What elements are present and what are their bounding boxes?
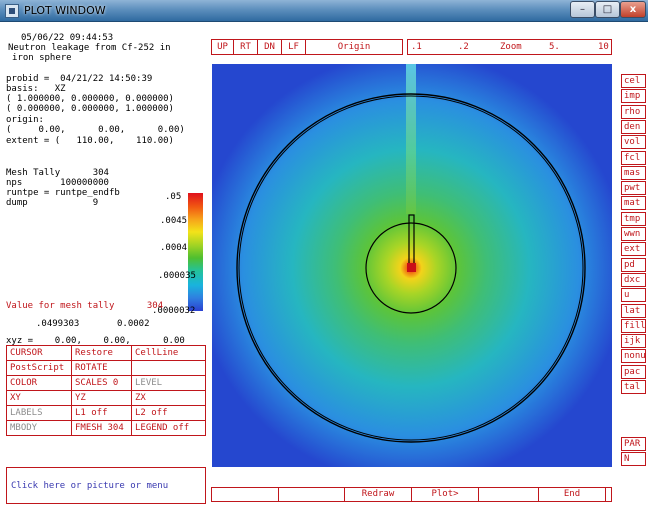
app-icon[interactable] (5, 4, 19, 18)
level-button[interactable]: LEVEL (131, 375, 206, 391)
window-title: PLOT WINDOW (24, 4, 106, 17)
colorbar-label-max: .05 (165, 192, 182, 202)
redraw-button[interactable]: Redraw (344, 487, 412, 502)
minimize-button[interactable]: – (570, 1, 595, 18)
problem-title-line2: iron sphere (12, 53, 72, 63)
zoom-tick-0.2: .2 (458, 42, 469, 52)
menu-cel-button[interactable]: cel (621, 74, 646, 88)
color-scale-bar (188, 193, 203, 311)
mesh-value-label: Value for mesh tally 304 (6, 301, 164, 311)
menu-u-button[interactable]: u (621, 288, 646, 303)
menu-tal-button[interactable]: tal (621, 380, 646, 394)
probid-text: probid = 04/21/22 14:50:39 (6, 74, 153, 84)
mbody-button[interactable]: MBODY (6, 420, 72, 436)
origin-value: ( 0.00, 0.00, 0.00) (6, 125, 185, 135)
title-bar: PLOT WINDOW – □ x (0, 0, 648, 22)
bottom-empty-4 (605, 487, 612, 502)
menu-pwt-button[interactable]: pwt (621, 181, 646, 196)
pan-right-button[interactable]: RT (233, 39, 258, 55)
pan-up-button[interactable]: UP (211, 39, 234, 55)
zoom-tick-10: 10 (598, 42, 609, 52)
menu-par-button[interactable]: PAR (621, 437, 646, 451)
menu-fill-button[interactable]: fill (621, 318, 646, 333)
basis-vector-2: ( 0.000000, 0.000000, 1.000000) (6, 104, 174, 114)
zoom-slider[interactable] (407, 39, 612, 55)
cellline-button[interactable]: CellLine (131, 345, 206, 361)
source-hotspot (407, 263, 416, 272)
yz-view-button[interactable]: YZ (71, 390, 132, 406)
menu-lat-button[interactable]: lat (621, 303, 646, 318)
fmesh-button[interactable]: FMESH 304 (71, 420, 132, 436)
menu-ijk-button[interactable]: ijk (621, 334, 646, 349)
origin-label: origin: (6, 115, 44, 125)
bottom-empty-3 (478, 487, 539, 502)
empty-command-cell (131, 360, 206, 376)
basis-vector-1: ( 1.000000, 0.000000, 0.000000) (6, 94, 174, 104)
menu-tmp-button[interactable]: tmp (621, 211, 646, 226)
l1-toggle-button[interactable]: L1 off (71, 405, 132, 421)
l2-toggle-button[interactable]: L2 off (131, 405, 206, 421)
maximize-button[interactable]: □ (595, 1, 620, 18)
plot-canvas[interactable] (212, 64, 612, 467)
outer-sphere-boundary (236, 93, 586, 443)
rotate-button[interactable]: ROTATE (71, 360, 132, 376)
scales-button[interactable]: SCALES 0 (71, 375, 132, 391)
bottom-empty-1 (211, 487, 279, 502)
menu-dxc-button[interactable]: dxc (621, 272, 646, 287)
menu-wwn-button[interactable]: wwn (621, 227, 646, 241)
origin-button[interactable]: Origin (305, 39, 403, 55)
message-box[interactable]: Click here or picture or menu (6, 467, 206, 504)
bottom-empty-2 (278, 487, 345, 502)
pan-down-button[interactable]: DN (257, 39, 282, 55)
xyz-readout: xyz = 0.00, 0.00, 0.00 (6, 336, 185, 346)
colorbar-label-3: .0004 (160, 243, 188, 253)
menu-pd-button[interactable]: pd (621, 257, 646, 272)
menu-den-button[interactable]: den (621, 119, 646, 134)
menu-imp-button[interactable]: imp (621, 89, 646, 104)
menu-n-button[interactable]: N (621, 452, 646, 466)
end-button[interactable]: End (538, 487, 606, 502)
close-button[interactable]: x (620, 1, 646, 18)
extent-text: extent = ( 110.00, 110.00) (6, 136, 174, 146)
zoom-label: Zoom (500, 42, 522, 52)
inner-sphere-boundary (365, 222, 457, 314)
menu-nonu-button[interactable]: nonu (621, 349, 646, 364)
menu-mas-button[interactable]: mas (621, 165, 646, 180)
postscript-button[interactable]: PostScript (6, 360, 72, 376)
menu-ext-button[interactable]: ext (621, 242, 646, 257)
plot-datetime: 05/06/22 09:44:53 (21, 33, 114, 43)
mesh-value: .0499303 (36, 319, 80, 329)
basis-text: basis: XZ (6, 84, 66, 94)
colorbar-label-2: .0045 (160, 216, 188, 226)
zoom-tick-0.1: .1 (411, 42, 422, 52)
cursor-button[interactable]: CURSOR (6, 345, 72, 361)
plot-button[interactable]: Plot> (411, 487, 479, 502)
outer-sphere-boundary-2 (238, 95, 584, 441)
restore-button[interactable]: Restore (71, 345, 132, 361)
problem-title-line1: Neutron leakage from Cf-252 in (8, 43, 171, 53)
channel-streak (406, 64, 416, 214)
color-button[interactable]: COLOR (6, 375, 72, 391)
pan-left-button[interactable]: LF (281, 39, 306, 55)
runtpe-text: runtpe = runtpe_endfb (6, 188, 120, 198)
menu-mat-button[interactable]: mat (621, 196, 646, 211)
zoom-tick-5: 5. (549, 42, 560, 52)
labels-button[interactable]: LABELS (6, 405, 72, 421)
menu-vol-button[interactable]: vol (621, 135, 646, 150)
nps-text: nps 100000000 (6, 178, 109, 188)
legend-toggle-button[interactable]: LEGEND off (131, 420, 206, 436)
menu-fcl-button[interactable]: fcl (621, 150, 646, 165)
menu-pac-button[interactable]: pac (621, 364, 646, 379)
dump-text: dump 9 (6, 198, 99, 208)
menu-rho-button[interactable]: rho (621, 104, 646, 119)
colorbar-label-min: .0000032 (152, 306, 196, 316)
mesh-tally-text: Mesh Tally 304 (6, 168, 109, 178)
zx-view-button[interactable]: ZX (131, 390, 206, 406)
message-text: Click here or picture or menu (11, 481, 169, 491)
mesh-relative-error: 0.0002 (117, 319, 150, 329)
xy-view-button[interactable]: XY (6, 390, 72, 406)
colorbar-label-4: .000035 (158, 271, 196, 281)
